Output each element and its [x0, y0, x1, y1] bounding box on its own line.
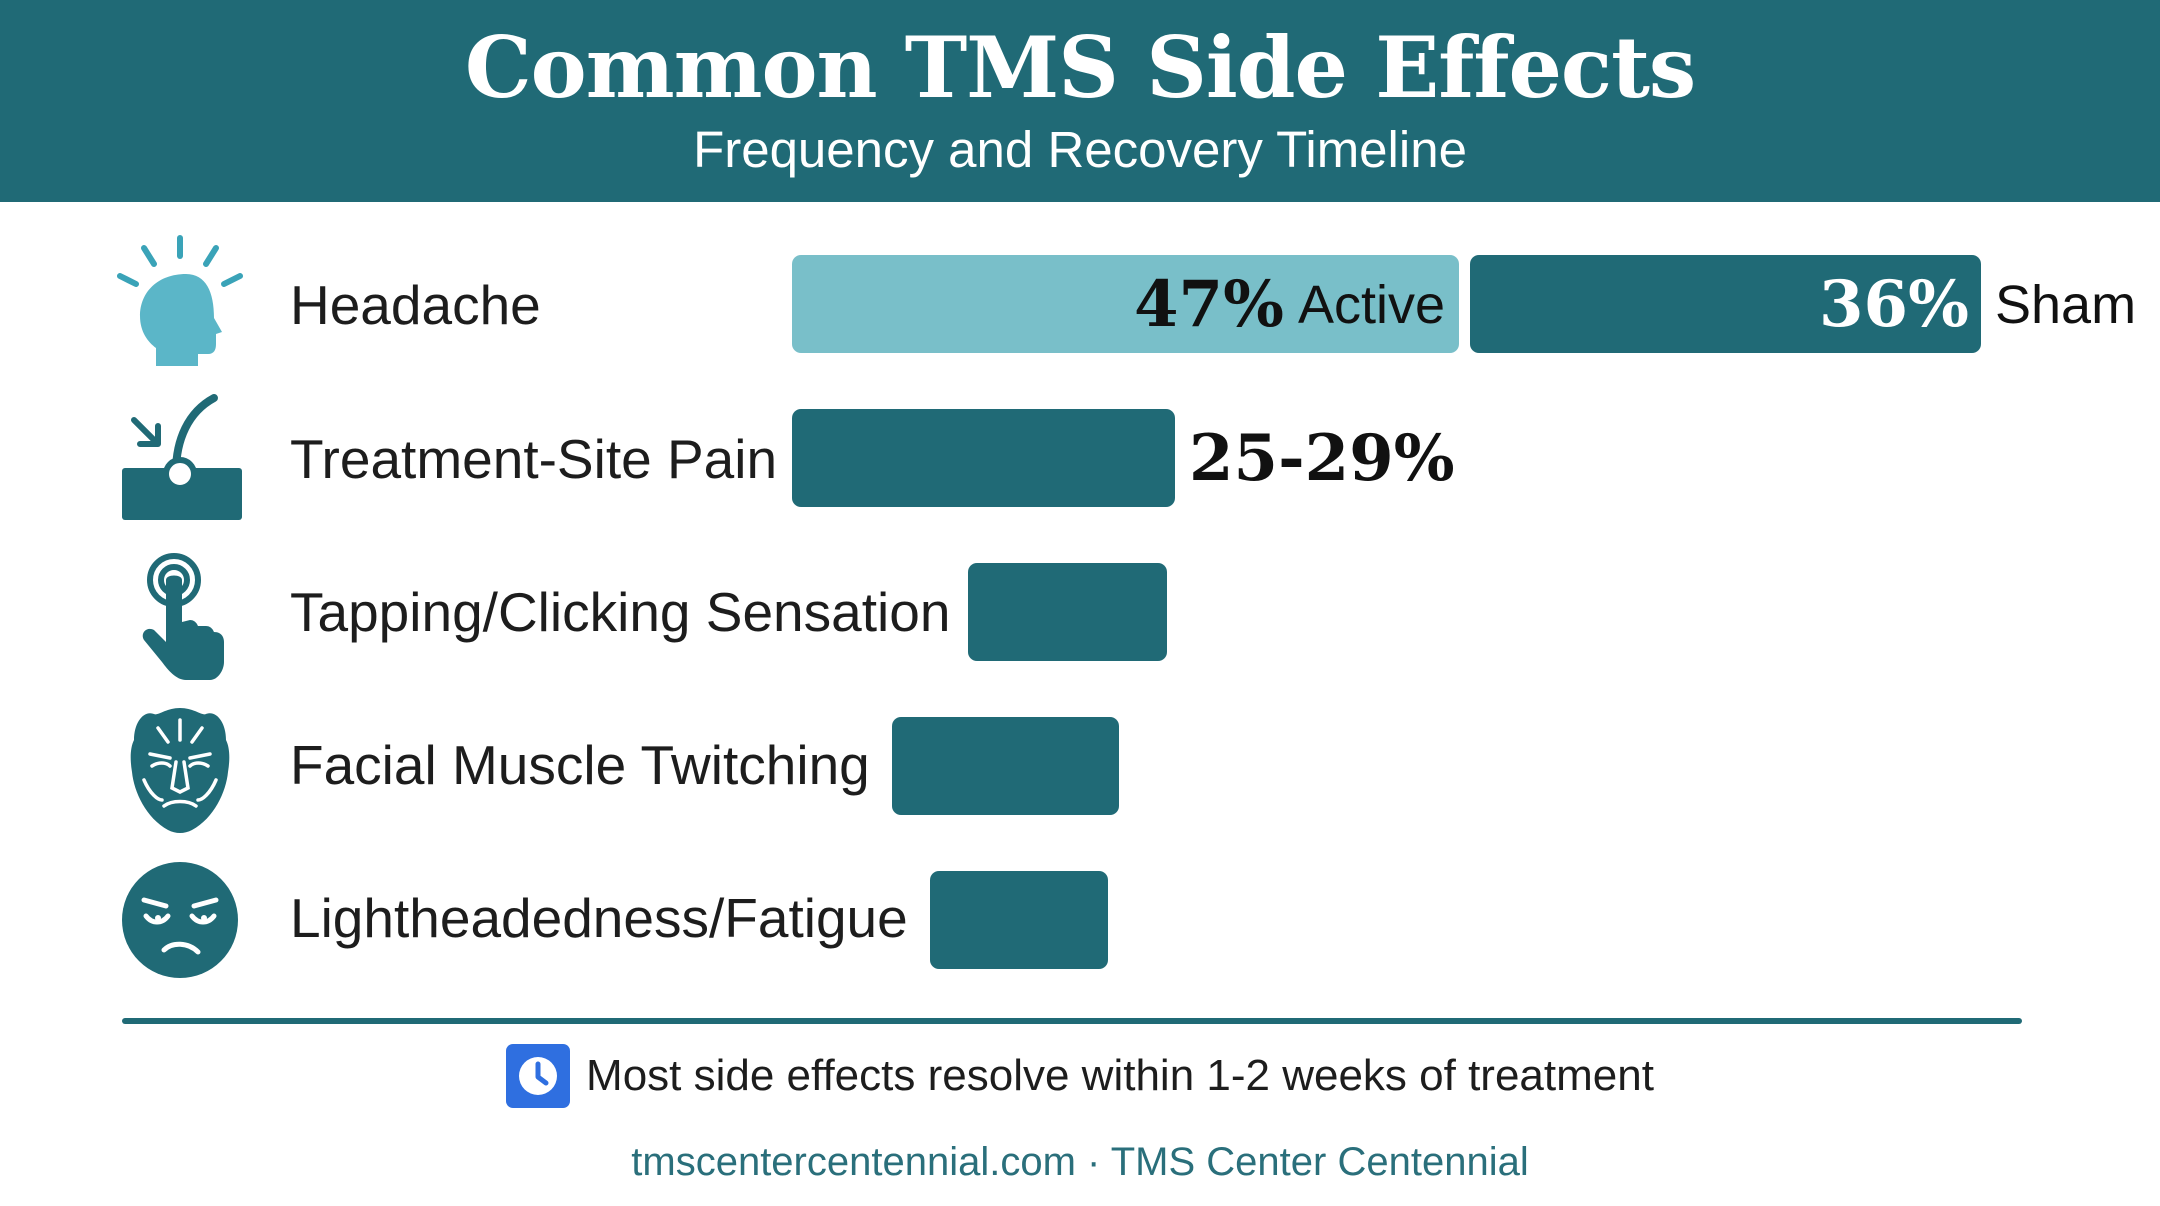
tired-face-icon — [114, 854, 246, 994]
category-label-treatment-site-pain: Treatment-Site Pain — [290, 428, 778, 490]
page-title: Common TMS Side Effects — [464, 18, 1696, 117]
bar-headache-active — [792, 255, 1459, 353]
category-label-facial-twitching: Facial Muscle Twitching — [290, 734, 870, 796]
note-text: Most side effects resolve within 1-2 wee… — [586, 1051, 1654, 1100]
value-label-headache-active: 47% — [1134, 267, 1284, 342]
page-subtitle: Frequency and Recovery Timeline — [693, 121, 1467, 178]
category-label-lightheadedness: Lightheadedness/Fatigue — [290, 887, 908, 949]
bar-facial-twitching — [892, 717, 1119, 815]
divider-line — [122, 1018, 2022, 1024]
value-label-headache-sham: 36% — [1819, 267, 1969, 342]
series-label-sham: Sham — [1995, 275, 2137, 335]
series-label-active: Active — [1298, 275, 1446, 335]
skin-pain-icon — [114, 390, 246, 530]
head-icon — [114, 234, 246, 374]
note-row: Most side effects resolve within 1-2 wee… — [0, 1040, 2160, 1112]
clock-icon — [506, 1044, 571, 1108]
bar-headache-sham — [1470, 255, 1981, 353]
footer-credit: tmscentercentennial.com · TMS Center Cen… — [631, 1140, 1529, 1184]
bar-tapping-clicking — [968, 563, 1167, 661]
value-label-treatment-site-pain: 25-29% — [1189, 421, 1455, 496]
category-label-headache: Headache — [290, 274, 541, 336]
bar-treatment-site-pain — [792, 409, 1175, 507]
header-banner: Common TMS Side Effects Frequency and Re… — [0, 0, 2160, 202]
face-muscle-icon — [114, 700, 246, 840]
category-label-tapping-clicking: Tapping/Clicking Sensation — [290, 581, 951, 643]
bar-lightheadedness — [930, 871, 1108, 969]
tap-finger-icon — [114, 546, 246, 686]
